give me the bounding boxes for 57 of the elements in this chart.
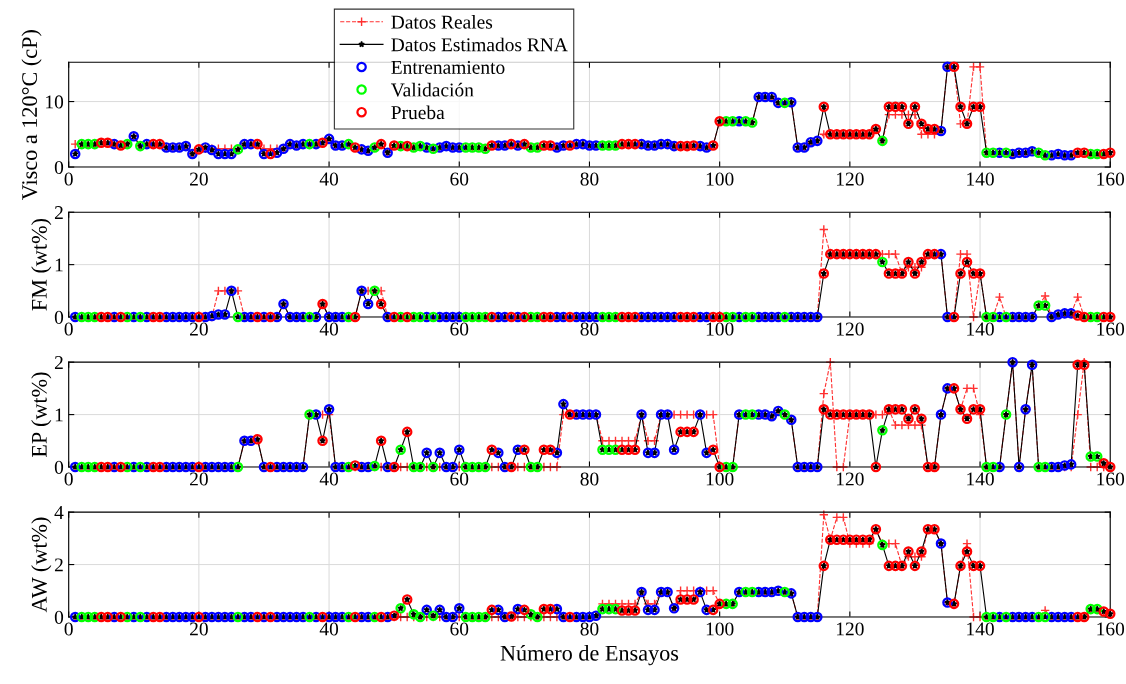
y-axis-title: Visco a 120°C (cP) [21, 30, 42, 200]
legend-label: Datos Estimados RNA [391, 37, 568, 52]
x-tick-label: 60 [450, 472, 469, 486]
legend-label: Validación [390, 82, 474, 97]
legend-label: Entrenamiento [391, 60, 505, 74]
x-tick-label: 140 [967, 322, 994, 336]
x-tick-label: 120 [836, 172, 864, 186]
x-tick-label: 80 [580, 622, 599, 636]
x-tick-label: 40 [319, 472, 339, 486]
x-tick-label: 160 [1097, 322, 1125, 336]
x-tick-label: 160 [1097, 472, 1125, 486]
x-tick-label: 0 [64, 322, 73, 336]
legend-label: Prueba [391, 105, 445, 120]
x-tick-label: 160 [1097, 172, 1125, 186]
y-tick-label: 0 [54, 310, 64, 324]
x-tick-label: 120 [836, 322, 864, 336]
x-axis-title: Número de Ensayos [500, 645, 679, 666]
y-axis-title: EP (wt%) [31, 372, 52, 458]
y-tick-label: 10 [46, 95, 64, 109]
legend-label: Datos Reales [391, 15, 493, 29]
x-tick-label: 60 [450, 622, 469, 636]
y-tick-label: 1 [55, 258, 63, 272]
x-tick-label: 0 [64, 472, 73, 486]
x-tick-label: 160 [1097, 622, 1125, 636]
x-tick-label: 40 [319, 322, 339, 336]
y-tick-label: 2 [54, 206, 63, 219]
y-tick-label: 1 [55, 408, 63, 422]
x-tick-label: 140 [967, 472, 994, 486]
x-tick-label: 100 [706, 472, 734, 486]
x-tick-label: 100 [706, 622, 734, 636]
x-tick-label: 20 [190, 172, 208, 186]
x-tick-label: 120 [836, 622, 864, 636]
x-tick-label: 100 [706, 322, 734, 336]
x-tick-label: 40 [319, 172, 339, 186]
x-tick-label: 60 [450, 172, 469, 186]
y-tick-label: 0 [54, 160, 64, 174]
x-tick-label: 60 [450, 322, 469, 336]
y-tick-label: 0 [54, 460, 64, 474]
x-tick-label: 80 [580, 172, 599, 186]
x-tick-label: 140 [967, 172, 994, 186]
x-tick-label: 100 [706, 172, 734, 186]
y-tick-label: 4 [54, 506, 64, 519]
x-tick-label: 80 [580, 472, 599, 486]
y-tick-label: 2 [54, 558, 63, 572]
y-tick-label: 2 [54, 356, 63, 369]
x-tick-label: 40 [319, 622, 339, 636]
x-tick-label: 140 [967, 622, 994, 636]
x-tick-label: 80 [580, 322, 599, 336]
x-tick-label: 20 [190, 622, 208, 636]
y-axis-title: FM (wt%) [31, 218, 52, 311]
x-tick-label: 0 [64, 622, 73, 636]
x-tick-label: 120 [836, 472, 864, 486]
x-tick-label: 0 [64, 172, 73, 186]
y-tick-label: 0 [54, 610, 64, 624]
x-tick-label: 20 [190, 322, 208, 336]
y-axis-title: AW (wt%) [31, 517, 52, 613]
x-tick-label: 20 [190, 472, 208, 486]
